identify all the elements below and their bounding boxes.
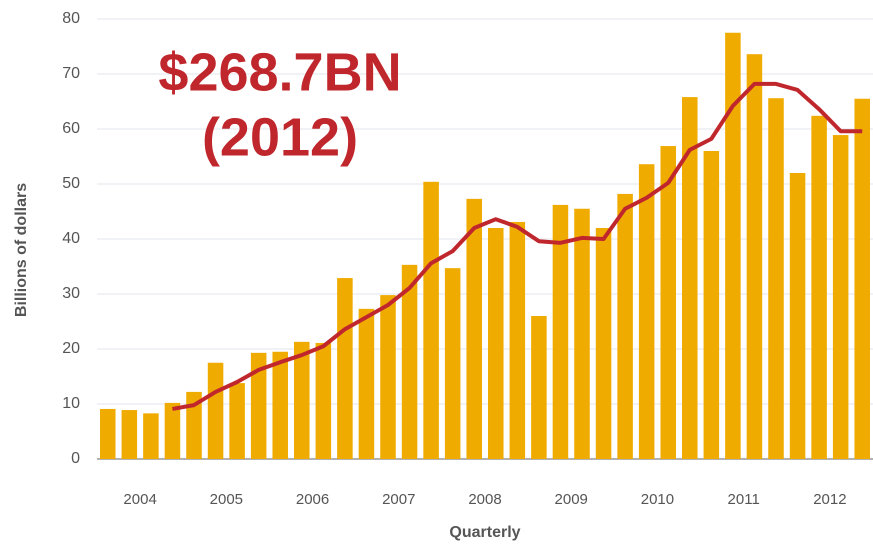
x-tick-label: 2010	[641, 491, 674, 508]
y-tick-label: 80	[62, 10, 80, 27]
y-tick-label: 0	[71, 450, 80, 467]
bar	[444, 268, 461, 459]
y-tick-label: 40	[62, 230, 80, 247]
bar	[703, 151, 720, 459]
y-tick-label: 50	[62, 175, 80, 192]
bar	[186, 391, 202, 459]
bar	[207, 362, 224, 459]
bar	[423, 181, 439, 460]
bar	[272, 351, 288, 459]
bar	[294, 341, 310, 459]
moving-average-line	[172, 81, 863, 411]
x-tick-label: 2004	[123, 491, 156, 508]
bar	[768, 98, 784, 459]
bar	[854, 98, 870, 459]
bar	[617, 193, 633, 459]
bar	[401, 264, 418, 459]
bar	[466, 198, 482, 459]
bar	[250, 352, 267, 459]
y-tick-label: 60	[62, 120, 80, 137]
x-tick-label: 2011	[728, 491, 760, 508]
bar	[358, 308, 375, 459]
bar	[143, 413, 159, 459]
bar	[725, 32, 741, 459]
bar	[121, 410, 138, 459]
y-tick-label: 30	[62, 285, 80, 302]
annotation: $268.7BN	[158, 42, 401, 102]
bar	[746, 54, 763, 459]
annotation: (2012)	[202, 107, 358, 167]
bar	[164, 402, 181, 459]
bar	[832, 135, 849, 460]
y-tick-label: 10	[62, 395, 80, 412]
bar	[380, 295, 396, 459]
bar	[660, 146, 676, 460]
x-tick-label: 2005	[210, 491, 243, 508]
bar	[574, 208, 590, 459]
x-tick-label: 2012	[813, 491, 846, 508]
bar	[638, 164, 655, 459]
x-tick-label: 2007	[382, 491, 415, 508]
bar	[337, 278, 353, 459]
bar	[595, 228, 612, 459]
y-tick-label: 20	[62, 340, 80, 357]
bar	[315, 342, 332, 459]
bar	[682, 97, 698, 459]
x-axis-label: Quarterly	[449, 524, 520, 541]
bar	[552, 204, 569, 459]
bar	[100, 408, 116, 459]
x-tick-label: 2006	[296, 491, 329, 508]
bar	[509, 221, 526, 459]
x-tick-label: 2008	[468, 491, 501, 508]
bar	[229, 383, 245, 459]
bar	[811, 115, 827, 460]
x-tick-label: 2009	[555, 491, 588, 508]
bar	[488, 228, 504, 459]
y-axis-label: Billions of dollars	[13, 183, 30, 317]
bar	[789, 173, 806, 459]
bar	[531, 316, 547, 459]
y-tick-label: 70	[62, 65, 80, 82]
